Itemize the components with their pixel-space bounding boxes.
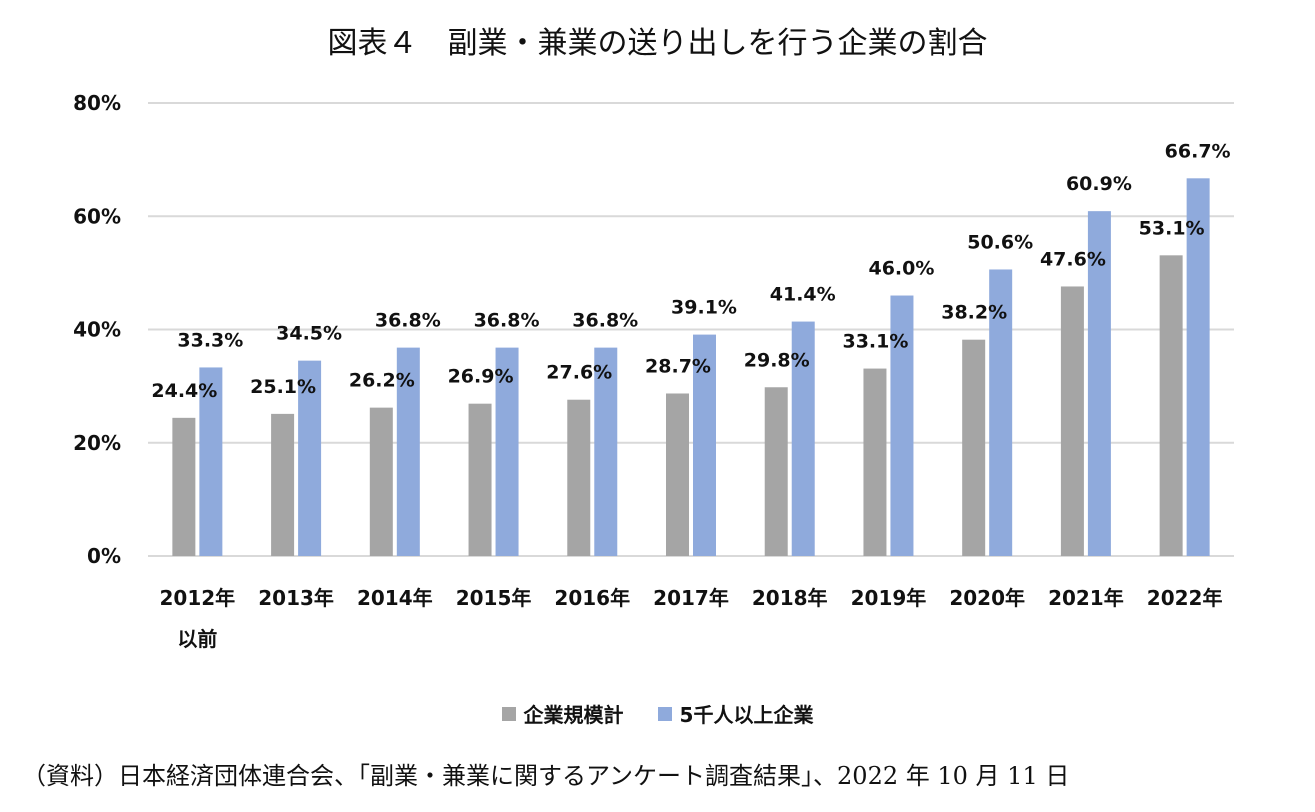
bar-series-1	[1159, 255, 1183, 557]
x-tick-label: 2014年	[357, 586, 433, 610]
data-labels: 24.4% 33.3% 25.1% 34.5% 26.2% 36.8% 26.9% 36.8%…	[151, 140, 1230, 402]
x-tick-label: 2016年	[554, 586, 630, 610]
x-tick-label: 2018年	[752, 586, 828, 610]
data-label-series-2: 41.4%	[770, 284, 836, 306]
legend-label-series-2: 5千人以上企業	[679, 703, 814, 727]
bar-series-1	[369, 407, 393, 556]
bars	[172, 178, 1210, 557]
bar-series-2	[1087, 211, 1111, 556]
data-label-series-2: 39.1%	[671, 297, 737, 319]
legend: 企業規模計 5千人以上企業	[0, 699, 1315, 728]
bar-series-2	[989, 269, 1013, 556]
bar-series-2	[594, 347, 618, 556]
legend-swatch-series-1	[501, 706, 516, 721]
y-tick-label: 20%	[73, 431, 121, 455]
bar-series-2	[495, 347, 519, 556]
bar-series-2	[396, 347, 420, 556]
x-tick-label: 2019年	[851, 586, 927, 610]
bar-series-2	[1186, 178, 1210, 556]
data-label-series-2: 34.5%	[276, 323, 342, 345]
data-label-series-1: 38.2%	[941, 302, 1007, 324]
legend-swatch-series-2	[657, 706, 672, 721]
data-label-series-1: 26.9%	[448, 366, 514, 388]
bar-series-2	[199, 367, 223, 556]
bar-series-1	[567, 399, 591, 556]
x-tick-label: 2013年	[258, 586, 334, 610]
y-tick-label: 40%	[73, 318, 121, 342]
data-label-series-1: 33.1%	[842, 331, 908, 353]
bar-series-2	[298, 360, 322, 556]
x-tick-label: 2022年	[1147, 586, 1223, 610]
data-label-series-2: 50.6%	[967, 231, 1033, 253]
y-tick-label: 0%	[87, 544, 121, 568]
bar-series-1	[863, 368, 887, 556]
bar-series-1	[468, 403, 492, 556]
x-tick-label: 2015年	[456, 586, 532, 610]
bar-series-1	[1060, 286, 1084, 556]
legend-item-series-2: 5千人以上企業	[657, 699, 814, 728]
source-note: （資料）日本経済団体連合会、「副業・兼業に関するアンケート調査結果」、2022 …	[22, 762, 1070, 790]
x-tick-label: 2017年	[653, 586, 729, 610]
x-tick-label: 以前	[177, 627, 217, 651]
bar-series-1	[962, 339, 986, 556]
data-label-series-1: 28.7%	[645, 355, 711, 377]
data-label-series-2: 36.8%	[572, 310, 638, 332]
data-label-series-1: 47.6%	[1040, 248, 1106, 270]
x-tick-label: 2012年	[160, 586, 236, 610]
data-label-series-1: 25.1%	[250, 376, 316, 398]
bar-series-2	[890, 295, 914, 556]
data-label-series-2: 66.7%	[1165, 140, 1231, 162]
data-label-series-1: 29.8%	[744, 349, 810, 371]
data-label-series-1: 27.6%	[546, 362, 612, 384]
data-label-series-1: 53.1%	[1139, 217, 1205, 239]
legend-label-series-1: 企業規模計	[523, 703, 624, 727]
data-label-series-2: 33.3%	[177, 329, 243, 351]
bar-chart: 0% 20% 40% 60% 80% 24.4% 33.3% 25.1% 34.5% 26.2%…	[73, 91, 1234, 651]
data-label-series-1: 24.4%	[151, 380, 217, 402]
chart-title: 図表４ 副業・兼業の送り出しを行う企業の割合	[327, 26, 988, 61]
bar-series-2	[791, 321, 815, 556]
bar-series-1	[764, 387, 788, 556]
data-label-series-2: 36.8%	[375, 310, 441, 332]
bar-series-1	[172, 417, 196, 556]
data-label-series-2: 46.0%	[868, 258, 934, 280]
data-label-series-2: 36.8%	[474, 310, 540, 332]
legend-item-series-1: 企業規模計	[501, 699, 624, 728]
x-tick-label: 2021年	[1048, 586, 1124, 610]
y-axis: 0% 20% 40% 60% 80%	[73, 91, 121, 568]
bar-series-2	[693, 334, 716, 556]
data-label-series-2: 60.9%	[1066, 173, 1132, 195]
bar-series-1	[666, 393, 689, 556]
gridlines	[148, 102, 1234, 557]
data-label-series-1: 26.2%	[349, 370, 415, 392]
y-tick-label: 80%	[73, 91, 121, 115]
bar-series-1	[271, 413, 295, 556]
y-tick-label: 60%	[73, 204, 121, 228]
x-tick-label: 2020年	[949, 586, 1025, 610]
